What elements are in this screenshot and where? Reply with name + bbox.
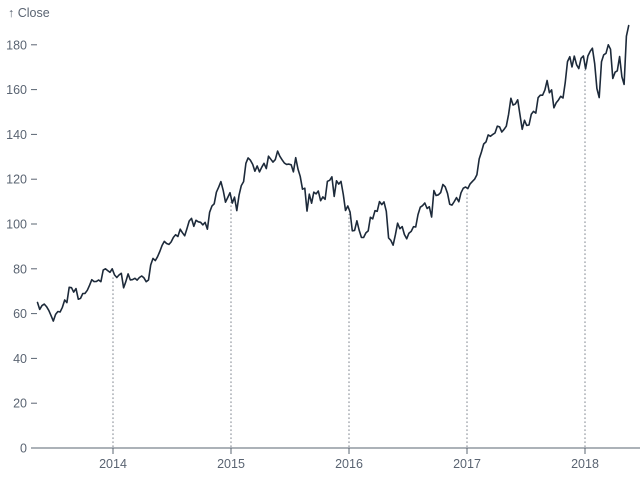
x-tick-label: 2017 [453, 457, 481, 471]
y-tick-label: 140 [6, 128, 27, 142]
y-tick-label: 60 [13, 307, 27, 321]
y-tick-label: 0 [20, 442, 27, 456]
y-axis: 0 20 40 60 80 100 120 140 160 180 [6, 38, 37, 456]
x-tick-label: 2018 [571, 457, 599, 471]
price-line-series [36, 24, 630, 322]
x-tick-label: 2014 [99, 457, 127, 471]
x-axis: 2014 2015 2016 2017 2018 [35, 447, 640, 471]
y-tick-label: 160 [6, 83, 27, 97]
y-tick-label: 120 [6, 173, 27, 187]
x-tick-label: 2015 [217, 457, 245, 471]
y-tick-label: 40 [13, 352, 27, 366]
year-dotted-rules [112, 69, 586, 448]
x-tick-label: 2016 [335, 457, 363, 471]
y-tick-label: 20 [13, 397, 27, 411]
y-tick-label: 80 [13, 262, 27, 276]
y-axis-title: ↑ Close [8, 6, 50, 20]
y-tick-label: 100 [6, 218, 27, 232]
y-tick-label: 180 [6, 38, 27, 52]
